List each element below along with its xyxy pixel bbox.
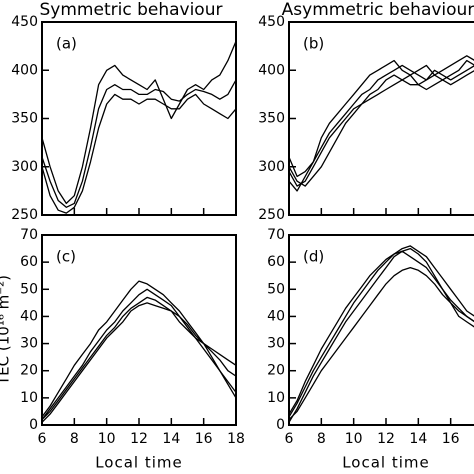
y-tick-label: 40	[267, 308, 285, 324]
y-tick-label: 30	[267, 336, 285, 352]
y-tick-label: 20	[20, 363, 38, 379]
plot-frame	[41, 234, 237, 426]
x-tick-label: 6	[38, 431, 47, 447]
y-tick-label: 450	[11, 14, 38, 30]
y-tick-label: 250	[11, 207, 38, 223]
x-tick-label: 16	[442, 431, 460, 447]
y-tick-label: 400	[258, 62, 285, 78]
y-tick-label: 20	[267, 363, 285, 379]
y-tick-label: 70	[267, 227, 285, 243]
plot-frame	[41, 21, 237, 216]
y-tick-label: 450	[258, 14, 285, 30]
data-line	[289, 55, 474, 178]
x-tick-label: 8	[317, 431, 326, 447]
panel-label: (b)	[303, 35, 324, 53]
x-axis-label: Local time	[95, 454, 183, 472]
y-tick-label: 10	[20, 390, 38, 406]
x-tick-label: 10	[98, 431, 116, 447]
plot-frame	[288, 21, 474, 216]
x-tick-label: 8	[70, 431, 79, 447]
x-tick-label: 14	[409, 431, 427, 447]
data-line	[289, 250, 474, 415]
data-line	[289, 245, 474, 418]
y-tick-label: 350	[11, 111, 38, 127]
panel-title: Symmetric behaviour	[40, 0, 223, 20]
y-tick-label: 300	[258, 159, 285, 175]
y-tick-label: 400	[11, 62, 38, 78]
x-tick-label: 10	[345, 431, 363, 447]
y-tick-label: 250	[258, 207, 285, 223]
y-tick-label: 30	[20, 336, 38, 352]
data-line	[42, 288, 236, 420]
x-tick-label: 16	[195, 431, 213, 447]
data-line	[289, 65, 474, 187]
x-tick-label: 18	[227, 431, 245, 447]
y-tick-label: 0	[276, 417, 285, 433]
data-line	[42, 280, 236, 418]
panel-label: (c)	[56, 248, 76, 266]
y-tick-label: 40	[20, 308, 38, 324]
y-tick-label: 60	[20, 254, 38, 270]
panel-title: Asymmetric behaviour	[282, 0, 474, 20]
y-tick-label: 350	[258, 111, 285, 127]
x-tick-label: 12	[130, 431, 148, 447]
x-axis-label: Local time	[342, 454, 430, 472]
data-line	[289, 247, 474, 423]
panel-label: (a)	[56, 35, 77, 53]
data-line	[289, 59, 474, 187]
x-tick-label: 6	[285, 431, 294, 447]
plot-frame	[288, 234, 474, 426]
y-tick-label: 50	[267, 281, 285, 297]
y-axis-label: TEC (10¹⁶ m⁻²)	[0, 275, 13, 386]
x-tick-label: 12	[377, 431, 395, 447]
y-tick-label: 60	[267, 254, 285, 270]
y-tick-label: 10	[267, 390, 285, 406]
y-tick-label: 0	[29, 417, 38, 433]
data-line	[42, 302, 236, 423]
y-tick-label: 300	[11, 159, 38, 175]
data-line	[42, 93, 236, 214]
data-line	[42, 41, 236, 205]
data-line	[42, 296, 236, 421]
y-tick-label: 70	[20, 227, 38, 243]
panel-label: (d)	[303, 248, 324, 266]
data-line	[289, 59, 474, 192]
data-line	[289, 266, 474, 421]
y-tick-label: 50	[20, 281, 38, 297]
data-line	[42, 79, 236, 208]
x-tick-label: 14	[162, 431, 180, 447]
